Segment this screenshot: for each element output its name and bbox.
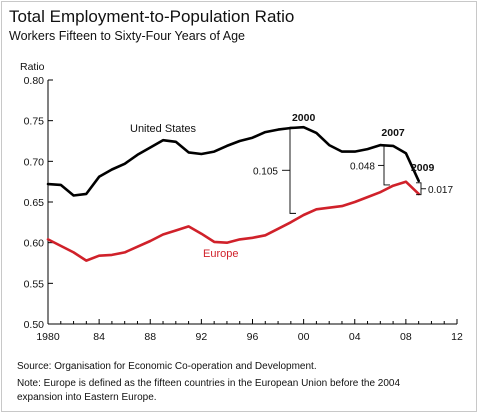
source-note: Source: Organisation for Economic Co-ope… [17, 361, 317, 372]
year-label-2007: 2007 [381, 127, 405, 139]
x-tick-label-7: 08 [400, 331, 412, 343]
y-tick-label-4: 0.70 [24, 156, 45, 168]
gap-bracket-2000 [289, 126, 296, 214]
gap-label-2007: 0.048 [350, 161, 375, 172]
series-label-0: United States [130, 123, 197, 135]
y-tick-label-0: 0.50 [24, 319, 45, 331]
year-label-2000: 2000 [292, 112, 316, 124]
x-tick-label-2: 88 [144, 331, 156, 343]
chart-subtitle: Workers Fifteen to Sixty-Four Years of A… [9, 29, 245, 43]
y-tick-label-2: 0.60 [24, 238, 45, 250]
gap-label-2000: 0.105 [253, 166, 278, 177]
x-tick-label-6: 04 [349, 331, 361, 343]
footnote: Note: Europe is defined as the fifteen c… [17, 378, 401, 403]
x-tick-label-5: 00 [298, 331, 310, 343]
y-tick-label-1: 0.55 [24, 278, 45, 290]
series-line-1 [46, 180, 421, 262]
y-tick-label-3: 0.65 [24, 197, 45, 209]
x-tick-label-8: 12 [451, 331, 463, 343]
x-tick-label-1: 84 [93, 331, 105, 343]
y-tick-label-5: 0.75 [24, 116, 45, 128]
series-line-0 [46, 125, 421, 197]
gap-bracket-2007 [383, 145, 390, 186]
gap-label-2009: 0.017 [428, 185, 453, 196]
year-label-2009: 2009 [411, 162, 435, 174]
chart-title: Total Employment-to-Population Ratio [9, 7, 295, 26]
x-tick-label-4: 96 [247, 331, 259, 343]
series-label-1: Europe [203, 248, 238, 260]
y-axis-label: Ratio [20, 61, 45, 73]
x-tick-label-0: 1980 [36, 331, 60, 343]
y-tick-label-6: 0.80 [24, 75, 45, 87]
x-tick-label-3: 92 [196, 331, 208, 343]
